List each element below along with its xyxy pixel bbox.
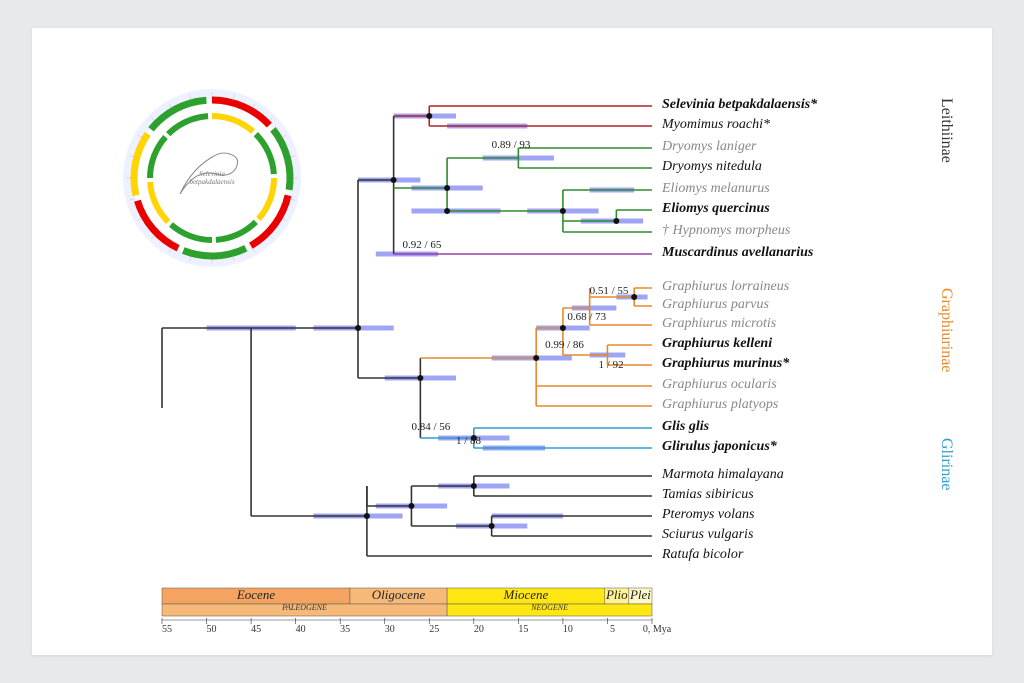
timescale-tick-label: 20 [459, 624, 499, 635]
epoch-label: Eocene [162, 587, 350, 603]
node-dot [560, 325, 566, 331]
timescale-tick-label: 50 [192, 624, 232, 635]
timescale-tick-label: 55 [147, 624, 187, 635]
node-dot [560, 208, 566, 214]
taxon-label: Graphiurus microtis [662, 316, 776, 332]
support-label: 0.51 / 55 [590, 285, 629, 297]
subfamily-label: Leithiinae [937, 98, 955, 268]
taxon-label: Eliomys quercinus [662, 201, 770, 217]
taxon-label: Marmota himalayana [662, 467, 784, 483]
timescale-tick-label: 15 [503, 624, 543, 635]
mitogenome-arc [183, 248, 246, 256]
taxon-label: Dryomys laniger [662, 139, 757, 155]
node-dot [444, 208, 450, 214]
timescale-tick-label: 45 [236, 624, 276, 635]
circular-inset-caption: Selevinia betpakdalaensis [182, 170, 242, 186]
node-dot [417, 375, 423, 381]
node-dot [426, 113, 432, 119]
node-dot [613, 218, 619, 224]
taxon-label: Graphiurus parvus [662, 297, 769, 313]
epoch-label: Oligocene [350, 587, 447, 603]
period-label: PALEOGENE [162, 603, 447, 612]
node-dot [631, 294, 637, 300]
taxon-label: Glirulus japonicus* [662, 439, 777, 455]
timescale-tick-label: 40 [281, 624, 321, 635]
subfamily-label: Graphiurinae [937, 288, 955, 428]
period-label: NEOGENE [447, 603, 652, 612]
node-dot [408, 503, 414, 509]
epoch-label: Miocene [447, 587, 605, 603]
taxon-label: Graphiurus lorraineus [662, 279, 789, 295]
node-dot [444, 185, 450, 191]
taxon-label: Graphiurus kelleni [662, 336, 772, 352]
node-dot [355, 325, 361, 331]
timescale-tick-label: 0, Mya [637, 624, 677, 635]
support-label: 1 / 92 [599, 359, 624, 371]
node-dot [391, 177, 397, 183]
support-label: 0.89 / 93 [492, 139, 531, 151]
taxon-label: † Hypnomys morpheus [662, 223, 790, 239]
taxon-label: Muscardinus avellanarius [662, 245, 813, 261]
taxon-label: Graphiurus platyops [662, 397, 778, 413]
taxon-label: Glis glis [662, 419, 709, 435]
timescale-tick-label: 35 [325, 624, 365, 635]
taxon-label: Myomimus roachi* [662, 117, 770, 133]
support-label: 0.84 / 56 [411, 421, 450, 433]
taxon-label: Dryomys nitedula [662, 159, 762, 175]
taxon-label: Graphiurus murinus* [662, 356, 789, 372]
node-dot [489, 523, 495, 529]
figure-card: Selevinia betpakdalaensis* Myomimus roach… [32, 28, 992, 655]
taxon-label: Pteromys volans [662, 507, 754, 523]
support-label: 0.68 / 73 [567, 311, 606, 323]
taxon-label: Graphiurus ocularis [662, 377, 777, 393]
taxon-label: Selevinia betpakdalaensis* [662, 97, 817, 113]
node-dot [471, 483, 477, 489]
subfamily-label: Glirinae [937, 438, 955, 478]
epoch-label: Plio [605, 587, 629, 603]
phylogeny-svg [32, 28, 992, 655]
timescale-tick-label: 10 [548, 624, 588, 635]
timescale-tick-label: 30 [370, 624, 410, 635]
taxon-label: Eliomys melanurus [662, 181, 770, 197]
support-label: 0.99 / 86 [545, 339, 584, 351]
support-label: 1 / 88 [456, 435, 481, 447]
taxon-label: Ratufa bicolor [662, 547, 743, 563]
node-dot [364, 513, 370, 519]
taxon-label: Tamias sibiricus [662, 487, 754, 503]
timescale-tick-label: 5 [592, 624, 632, 635]
epoch-label: Plei [629, 587, 652, 603]
node-dot [533, 355, 539, 361]
support-label: 0.92 / 65 [403, 239, 442, 251]
taxon-label: Sciurus vulgaris [662, 527, 753, 543]
timescale-tick-label: 25 [414, 624, 454, 635]
